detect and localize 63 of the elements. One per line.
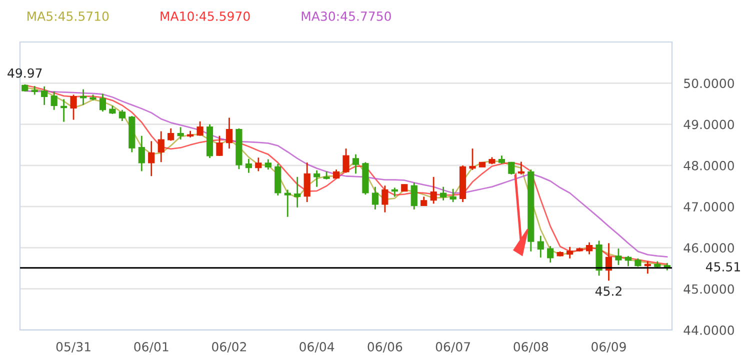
candlestick bbox=[566, 246, 574, 260]
candlestick bbox=[518, 161, 524, 176]
candlestick bbox=[196, 120, 204, 136]
candlestick bbox=[70, 94, 77, 120]
candlestick bbox=[644, 260, 651, 274]
candlestick bbox=[148, 140, 155, 177]
candlestick bbox=[314, 170, 320, 188]
x-tick-label: 06/06 bbox=[368, 342, 402, 352]
x-tick-label: 06/02 bbox=[212, 342, 246, 352]
candlestick bbox=[440, 186, 447, 202]
y-tick-label: 49.0000 bbox=[684, 120, 734, 130]
x-tick-label: 06/08 bbox=[514, 342, 548, 352]
candlestick bbox=[450, 188, 456, 203]
candlestick bbox=[245, 158, 252, 174]
candlestick bbox=[430, 176, 437, 204]
annotation: 45.2 bbox=[595, 286, 622, 296]
candlestick bbox=[391, 186, 398, 198]
y-tick-label: 45.0000 bbox=[684, 284, 734, 294]
x-tick-label: 05/31 bbox=[56, 342, 90, 352]
y-tick-label: 48.0000 bbox=[684, 160, 734, 170]
candlestick bbox=[586, 242, 593, 255]
candlestick bbox=[177, 126, 184, 140]
candlestick bbox=[216, 135, 223, 157]
candlestick bbox=[624, 255, 632, 267]
candlestick bbox=[342, 148, 350, 174]
y-tick-label: 44.0000 bbox=[684, 325, 734, 335]
candlestick bbox=[372, 186, 378, 210]
annotation: 49.97 bbox=[8, 68, 42, 78]
y-tick-label: 50.0000 bbox=[684, 78, 734, 88]
x-tick-label: 06/01 bbox=[134, 342, 168, 352]
ref-line-label: 45.51 bbox=[706, 262, 740, 272]
candlestick bbox=[80, 88, 87, 106]
candlestick bbox=[226, 117, 233, 150]
candlestick bbox=[420, 196, 428, 206]
candlestick bbox=[294, 176, 301, 208]
candlestick bbox=[99, 93, 106, 112]
candlestick bbox=[352, 154, 360, 174]
candlestick bbox=[60, 98, 68, 123]
candlestick bbox=[537, 235, 544, 258]
candlestick bbox=[138, 135, 145, 172]
x-tick-label: 06/04 bbox=[300, 342, 334, 352]
candlestick bbox=[264, 158, 272, 170]
candlestick bbox=[508, 161, 515, 176]
candlestick bbox=[304, 162, 310, 203]
x-tick-label: 06/09 bbox=[592, 342, 626, 352]
candlestick bbox=[41, 86, 48, 106]
candlestick bbox=[615, 248, 622, 266]
y-tick-label: 47.0000 bbox=[684, 202, 734, 212]
candlestick bbox=[284, 189, 291, 218]
candlestick bbox=[469, 148, 476, 171]
candlestick bbox=[382, 184, 388, 214]
text: MA10:45.5970 bbox=[160, 11, 250, 21]
candlestick bbox=[118, 109, 126, 122]
text: MA30:45.7750 bbox=[302, 11, 391, 21]
candlestick bbox=[410, 182, 418, 210]
candlestick bbox=[547, 245, 554, 264]
text: MA5:45.5710 bbox=[27, 11, 109, 21]
candlestick bbox=[255, 156, 262, 172]
x-tick-label: 06/07 bbox=[436, 342, 470, 352]
candlestick bbox=[168, 128, 174, 142]
candlestick bbox=[50, 90, 58, 111]
candlestick bbox=[158, 130, 164, 163]
y-tick-label: 46.0000 bbox=[684, 243, 734, 253]
